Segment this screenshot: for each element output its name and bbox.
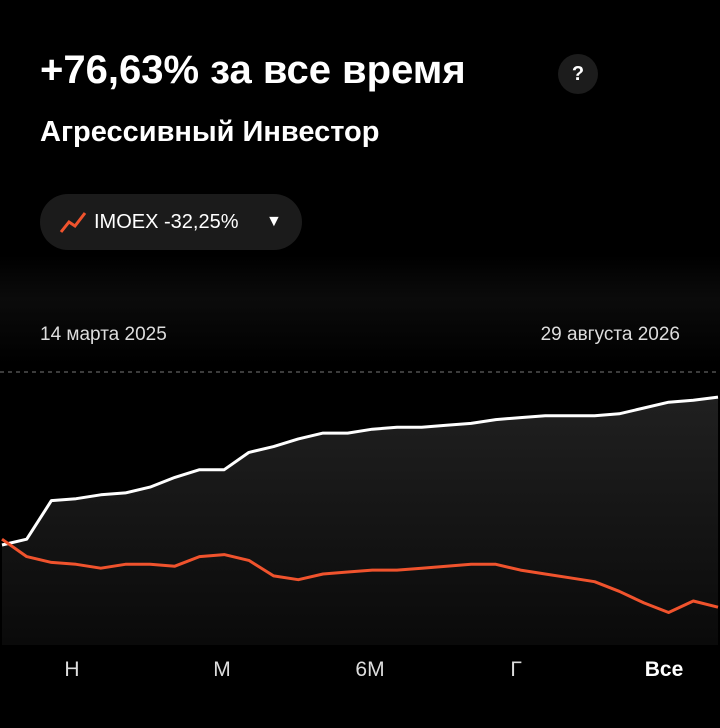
icon	[59, 212, 87, 233]
benchmark-name: IMOEX	[94, 211, 159, 233]
period-tab[interactable]: М	[213, 658, 231, 681]
period-tab[interactable]: Все	[644, 658, 684, 681]
date-start: 14 марта 2025	[40, 324, 167, 345]
title: +76,63% за все время	[40, 48, 466, 92]
period-tab[interactable]: Г	[510, 658, 522, 681]
band	[0, 255, 720, 365]
line	[1, 395, 719, 547]
date-end: 29 августа 2026	[540, 324, 680, 345]
subtitle: Агрессивный Инвестор	[40, 116, 380, 148]
help-button[interactable]: ?	[558, 54, 598, 94]
benchmark-change: -32,25%	[164, 211, 239, 233]
benchmark-chip[interactable]: IMOEX -32,25% ▼	[40, 194, 302, 250]
period-tab[interactable]: Н	[64, 658, 80, 681]
dropdown-arrow: ▼	[266, 213, 282, 230]
area	[2, 397, 718, 645]
period-tab[interactable]: 6М	[355, 658, 385, 681]
line	[1, 537, 719, 614]
